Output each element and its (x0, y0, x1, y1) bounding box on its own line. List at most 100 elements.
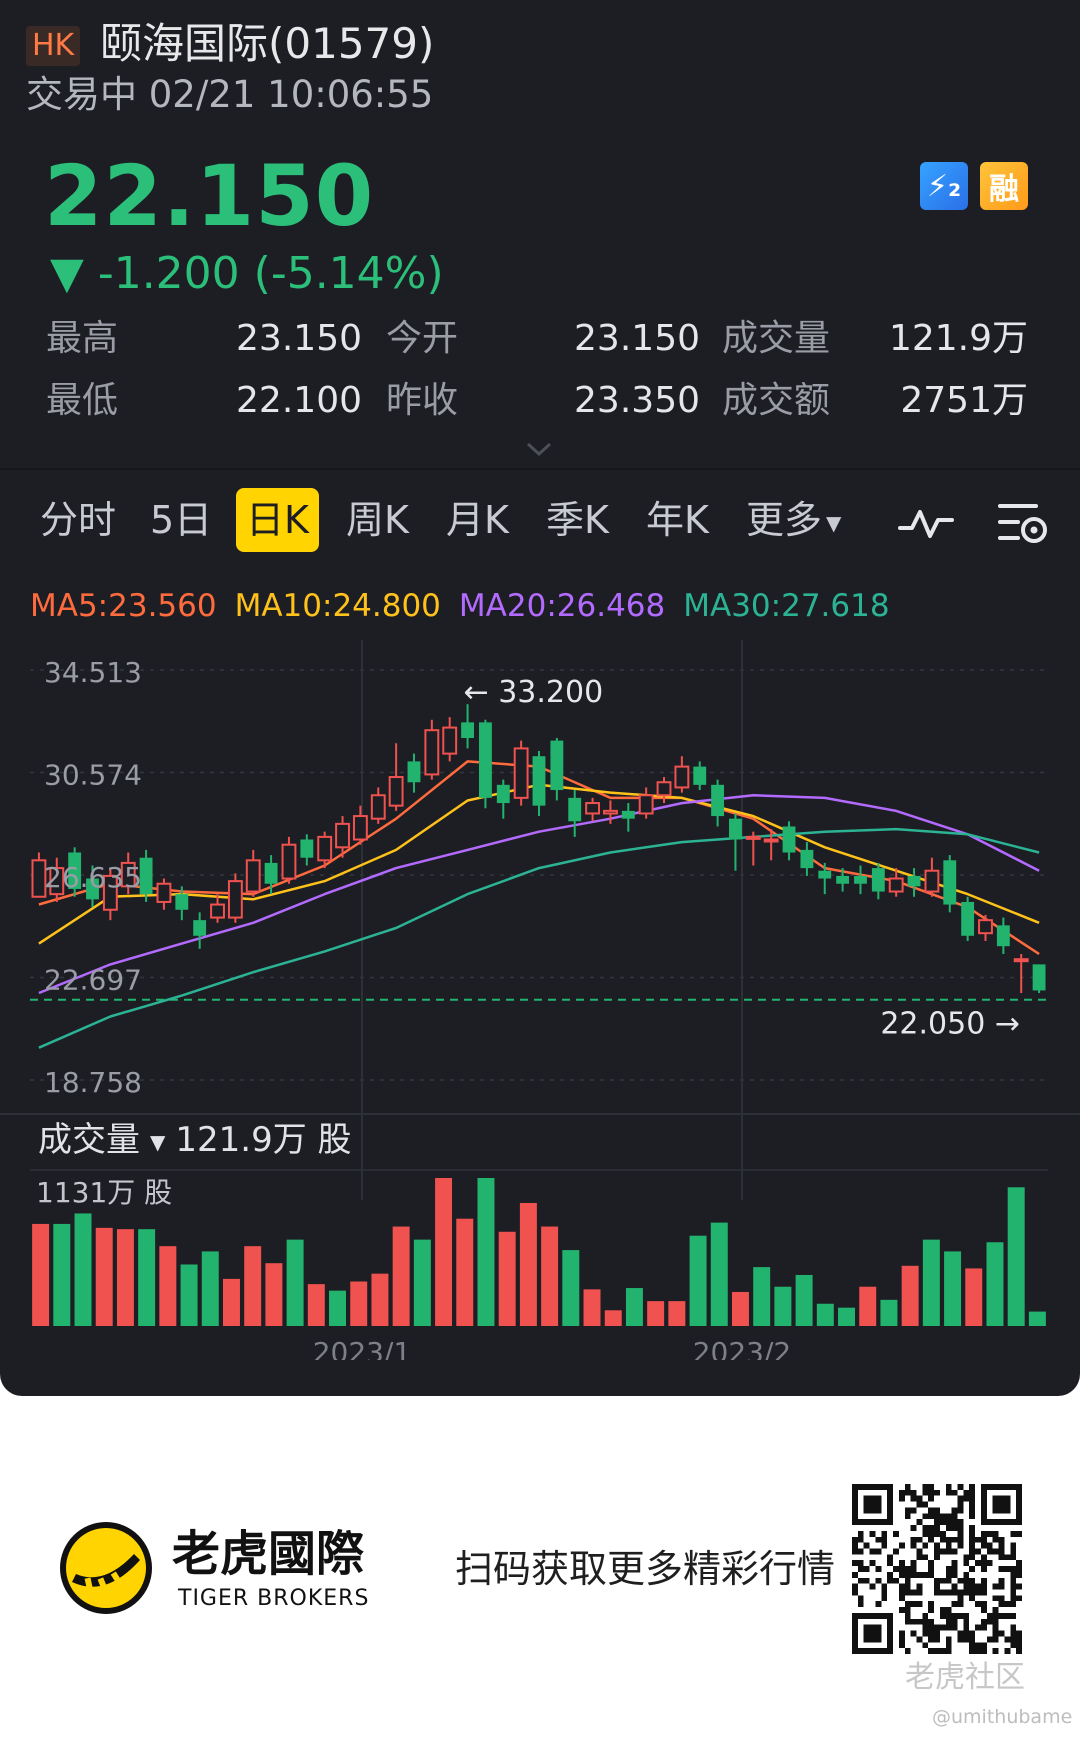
volume-header-value: 121.9万 股 (175, 1120, 352, 1160)
candle-body (352, 815, 368, 841)
tab-daily-k[interactable]: 日K (236, 488, 319, 552)
volume-bar (668, 1301, 686, 1326)
y-axis-label: 18.758 (44, 1066, 142, 1099)
indicator-wave-icon[interactable] (898, 498, 954, 548)
volume-bar (944, 1251, 962, 1326)
volume-bar (583, 1289, 601, 1326)
tab-weekly-k[interactable]: 周K (346, 498, 409, 542)
volume-bar (689, 1235, 707, 1326)
candle-body (370, 794, 386, 820)
volume-bar (244, 1246, 262, 1326)
lightning-level2-icon[interactable]: ⚡₂ (920, 162, 968, 210)
volume-bar (265, 1263, 283, 1326)
candle-body (978, 919, 993, 935)
x-axis-label: 2023/2 (693, 1336, 792, 1360)
ma10-label: MA10:24.800 (234, 588, 441, 624)
volume-bar (986, 1242, 1004, 1326)
candle-body (674, 765, 690, 789)
candle-body (175, 894, 189, 910)
tab-monthly-k[interactable]: 月K (446, 498, 509, 542)
chart-settings-icon[interactable] (996, 498, 1052, 548)
watermark-user: @umithubame (932, 1706, 1073, 1728)
candle-body (782, 826, 796, 853)
price-change: ▼ -1.200 (-5.14%) (50, 248, 444, 299)
candle-body (532, 756, 546, 806)
low-price-marker: 22.050 → (880, 1007, 1020, 1042)
ma20-label: MA20:26.468 (458, 588, 666, 624)
volume-bar (32, 1223, 50, 1326)
candle-body (621, 810, 635, 819)
candle-body (86, 878, 99, 900)
turnover-value: 2751万 (900, 380, 1028, 421)
candle-body (996, 925, 1010, 947)
volume-bar (286, 1239, 304, 1326)
volume-bar (838, 1307, 856, 1326)
tab-quarterly-k[interactable]: 季K (546, 498, 609, 542)
stock-name: 颐海国际(01579) (100, 19, 435, 68)
candle-body (317, 835, 333, 862)
candle-body (68, 852, 82, 889)
volume-bar (222, 1278, 240, 1326)
ma-legend: MA5:23.560 MA10:24.800 MA20:26.468 MA30:27.… (30, 584, 908, 628)
volume-value: 121.9万 (888, 318, 1028, 359)
candle-body (818, 870, 832, 879)
volume-bar (753, 1267, 771, 1326)
feature-badges: ⚡₂ 融 (920, 162, 1028, 210)
candle-body (407, 761, 421, 783)
low-label: 最低 (46, 380, 119, 421)
volume-bar (95, 1227, 113, 1326)
brand-name-cn: 老虎國際 (172, 1526, 365, 1582)
candle-body (49, 867, 65, 896)
ma-line-ma30 (38, 827, 1040, 1049)
watermark: 老虎社区 (905, 1660, 1025, 1695)
prev-close-value: 23.350 (574, 380, 700, 421)
candle-body (388, 776, 404, 807)
volume-bar (413, 1239, 431, 1326)
candle-body (496, 784, 510, 804)
volume-header[interactable]: 成交量 ▼ 121.9万 股 (38, 1116, 352, 1166)
volume-bar (731, 1291, 749, 1326)
candle-body (871, 868, 885, 892)
volume-bar (859, 1286, 877, 1326)
candle-body (1013, 958, 1029, 963)
volume-bar (138, 1229, 156, 1326)
volume-bar (625, 1288, 643, 1326)
volume-bar (498, 1231, 516, 1326)
volume-bar (74, 1213, 92, 1326)
candle-body (888, 877, 904, 893)
tab-yearly-k[interactable]: 年K (646, 498, 709, 542)
ma30-label: MA30:27.618 (683, 588, 890, 624)
volume-bar (562, 1250, 580, 1326)
tab-5day[interactable]: 5日 (150, 498, 213, 542)
volume-bar (1028, 1311, 1046, 1326)
volume-label: 成交量 (722, 318, 831, 359)
y-axis-label: 34.513 (44, 656, 142, 689)
candle-body (907, 875, 921, 887)
quote-screen: HK 颐海国际(01579) 交易中 02/21 10:06:55 22.150… (0, 0, 1080, 1396)
candle-body (1032, 964, 1046, 991)
candle-body (461, 722, 474, 738)
volume-bar (456, 1218, 474, 1326)
volume-bar (1007, 1187, 1025, 1326)
volume-bar (816, 1303, 834, 1326)
candle-body (210, 903, 225, 919)
tab-intraday[interactable]: 分时 (40, 498, 117, 542)
prev-close-label: 昨收 (386, 380, 459, 421)
tab-more[interactable]: 更多 ▼ (736, 488, 851, 552)
candle-body (139, 857, 153, 895)
candle-body (924, 869, 940, 893)
brand-name-en: TIGER BROKERS (178, 1586, 370, 1611)
volume-bar (880, 1299, 898, 1326)
volume-bar (477, 1178, 495, 1326)
candle-body (550, 740, 564, 791)
candle-body (729, 818, 742, 840)
candle-body (335, 822, 350, 849)
ma-line-ma20 (38, 794, 1040, 995)
kline-chart[interactable]: 34.513 30.574 26.635 22.697 18.758 ← 33.200 22… (0, 640, 1080, 1360)
expand-chevron-icon[interactable] (524, 434, 554, 464)
margin-icon[interactable]: 融 (980, 162, 1028, 210)
y-axis-label: 22.697 (44, 964, 142, 997)
volume-bar (774, 1286, 792, 1326)
candle-body (227, 880, 243, 919)
volume-bar (180, 1264, 198, 1326)
